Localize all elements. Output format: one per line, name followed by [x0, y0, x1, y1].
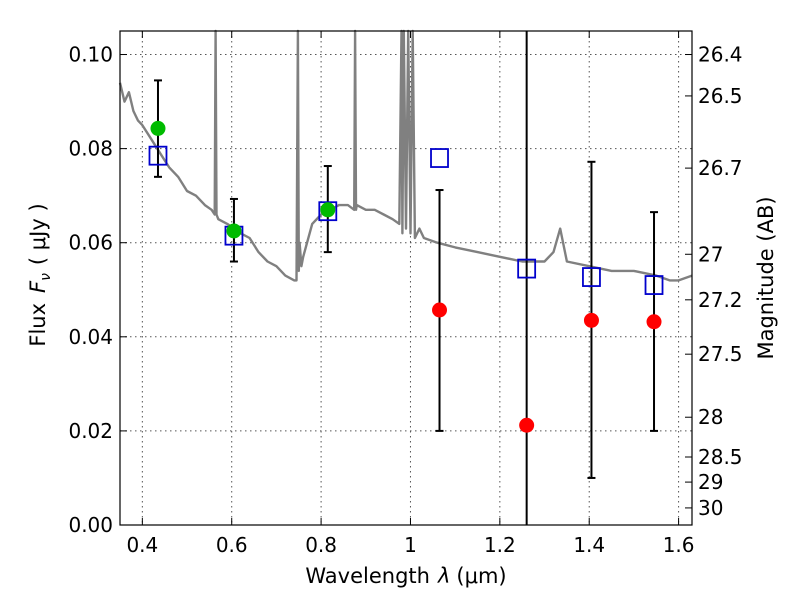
plot-frame — [119, 30, 693, 526]
magnitude-tick-label: 26.5 — [698, 84, 743, 108]
upper-limit-point — [646, 314, 662, 330]
y-axis-label: FluxFν( μJy ) — [26, 203, 54, 346]
detection-point — [150, 120, 166, 136]
model-point-square — [582, 267, 601, 287]
y-tick-label: 0.10 — [68, 43, 113, 67]
x-tick-label: 1 — [404, 533, 417, 557]
y-tick-label: 0.02 — [68, 419, 113, 443]
x-tick-label: 0.8 — [305, 533, 337, 557]
magnitude-tick-label: 28.5 — [698, 445, 743, 469]
x-tick-label: 1.6 — [663, 533, 695, 557]
upper-limit-point — [432, 302, 448, 318]
detection-point — [320, 202, 336, 218]
magnitude-tick-label: 26.7 — [698, 156, 743, 180]
magnitude-axis-label: Magnitude (AB) — [754, 196, 778, 359]
magnitude-tick-label: 27.5 — [698, 342, 743, 366]
magnitude-tick-label: 27 — [698, 242, 723, 266]
x-tick-label: 1.4 — [573, 533, 605, 557]
grid — [120, 31, 692, 526]
x-tick-label: 1.2 — [484, 533, 516, 557]
model-point-square — [517, 258, 537, 279]
model-spectrum — [118, 29, 693, 282]
upper-limit-point — [583, 312, 599, 328]
x-axis-label: Wavelength λ (μm) — [305, 564, 506, 588]
magnitude-tick-label: 26.4 — [698, 43, 743, 67]
magnitude-tick-label: 28 — [698, 405, 723, 429]
y-tick-label: 0.08 — [68, 137, 113, 161]
detection-point — [226, 223, 242, 239]
y-tick-label: 0.04 — [68, 325, 113, 349]
y-tick-label: 0.00 — [68, 513, 113, 537]
ticks: 0.4 0.6 0.8 1 1.2 1.4 1.6 0.00 0.02 0.04 0.06 0.08 0… — [68, 31, 743, 557]
upper-limit-point — [519, 417, 535, 433]
model-point-square — [644, 275, 664, 295]
model-spectrum-line — [118, 29, 693, 282]
model-point-square — [148, 145, 168, 166]
markers — [148, 120, 664, 433]
x-tick-label: 0.6 — [216, 533, 248, 557]
model-point-square — [318, 201, 338, 222]
magnitude-tick-label: 29 — [698, 470, 723, 494]
y-tick-label: 0.06 — [68, 231, 113, 255]
magnitude-tick-label: 27.2 — [698, 288, 743, 312]
x-tick-label: 0.4 — [126, 533, 158, 557]
model-point-square — [430, 148, 449, 168]
magnitude-tick-label: 30 — [698, 496, 723, 520]
